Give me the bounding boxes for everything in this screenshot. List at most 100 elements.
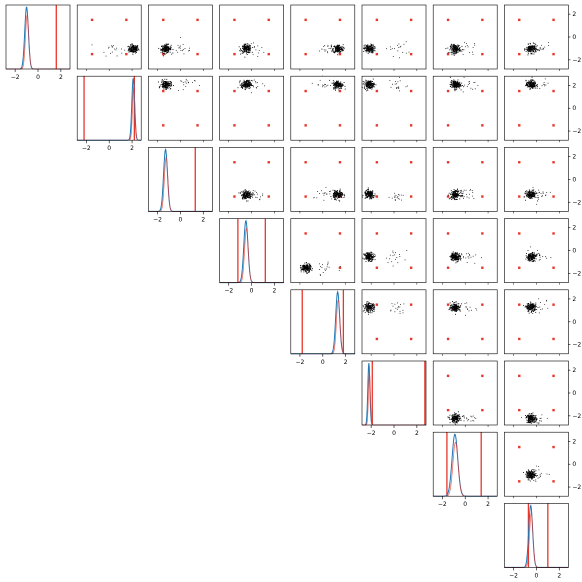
sample-point <box>369 81 371 82</box>
sample-point <box>452 83 454 85</box>
sample-point <box>164 85 166 87</box>
sample-point <box>531 304 533 305</box>
sample-point <box>338 193 340 195</box>
sample-point <box>245 48 247 50</box>
sample-point <box>450 255 452 257</box>
sample-point <box>458 307 460 309</box>
sample-point <box>369 253 371 255</box>
sample-point <box>242 82 244 84</box>
sample-point <box>526 190 528 192</box>
sample-point <box>525 190 526 192</box>
sample-point <box>452 308 454 310</box>
sample-cluster <box>237 79 265 94</box>
sample-point <box>370 85 372 87</box>
sample-point <box>340 85 341 87</box>
sample-point <box>166 81 168 83</box>
sample-point <box>536 253 538 255</box>
sample-point <box>531 82 533 84</box>
sample-point <box>452 308 454 310</box>
sample-point <box>463 86 465 88</box>
sample-point <box>249 49 251 50</box>
sample-point <box>452 81 454 83</box>
sample-point <box>305 264 307 266</box>
sample-point <box>370 82 372 84</box>
truth-point <box>162 18 165 22</box>
sample-point <box>533 255 535 257</box>
sample-point <box>364 84 366 86</box>
sample-point <box>337 82 339 84</box>
sample-point <box>537 49 539 51</box>
sample-point <box>366 301 368 303</box>
sample-point <box>335 46 337 48</box>
sample-point <box>302 269 304 271</box>
sample-point <box>528 312 530 314</box>
sample-point <box>468 197 470 199</box>
sample-point <box>455 89 457 91</box>
sample-point <box>370 255 372 257</box>
sample-point <box>530 306 532 308</box>
sample-point <box>369 307 371 309</box>
sample-point <box>531 46 533 48</box>
sample-point <box>449 302 451 304</box>
sample-point <box>240 191 242 193</box>
sample-point <box>462 91 464 93</box>
truth-point <box>518 337 521 341</box>
sample-point <box>535 254 536 256</box>
sample-point <box>531 196 533 198</box>
sample-point <box>366 302 368 304</box>
sample-point <box>335 83 337 85</box>
sample-point <box>369 259 371 261</box>
sample-point <box>248 49 250 51</box>
y-tick-label: −2 <box>572 270 581 277</box>
sample-point <box>368 302 370 304</box>
sample-cluster <box>449 76 479 93</box>
sample-point <box>335 82 337 83</box>
sample-point <box>456 46 457 48</box>
sample-point <box>167 51 169 53</box>
scatter-panel-2-7: −202 <box>504 147 581 214</box>
truth-point <box>552 303 555 306</box>
sample-point <box>372 196 374 198</box>
sample-point <box>341 195 342 197</box>
sample-point <box>166 87 168 89</box>
sample-point <box>527 195 529 197</box>
sample-point <box>527 307 529 309</box>
sample-point <box>335 84 337 86</box>
sample-point <box>338 47 340 49</box>
sample-point <box>243 45 245 47</box>
sample-point <box>130 49 132 51</box>
sample-point <box>369 254 371 256</box>
sample-point <box>449 308 451 309</box>
sample-point <box>161 50 163 52</box>
sample-point <box>160 52 162 54</box>
sample-point <box>399 256 401 257</box>
sample-point <box>306 267 308 269</box>
sample-point <box>453 308 455 309</box>
panel-border <box>290 289 356 355</box>
sample-point <box>533 306 535 308</box>
sample-point <box>247 191 248 193</box>
sample-point <box>532 307 534 309</box>
sample-point <box>166 88 168 90</box>
sample-point <box>167 85 169 87</box>
sample-point <box>255 49 257 51</box>
sample-point <box>370 251 372 253</box>
sample-point <box>453 83 455 85</box>
sample-point <box>534 255 536 257</box>
sample-point <box>532 42 534 44</box>
sample-point <box>372 85 373 87</box>
sample-point <box>369 310 371 312</box>
sample-point <box>469 190 471 191</box>
sample-point <box>336 196 337 198</box>
sample-point <box>455 86 457 88</box>
sample-point <box>451 44 453 46</box>
sample-point <box>307 272 308 274</box>
sample-point <box>459 258 461 259</box>
sample-point <box>548 42 549 43</box>
sample-point <box>135 47 137 49</box>
sample-point <box>337 44 339 46</box>
sample-point <box>339 266 341 267</box>
sample-point <box>114 48 115 50</box>
sample-point <box>372 190 374 192</box>
